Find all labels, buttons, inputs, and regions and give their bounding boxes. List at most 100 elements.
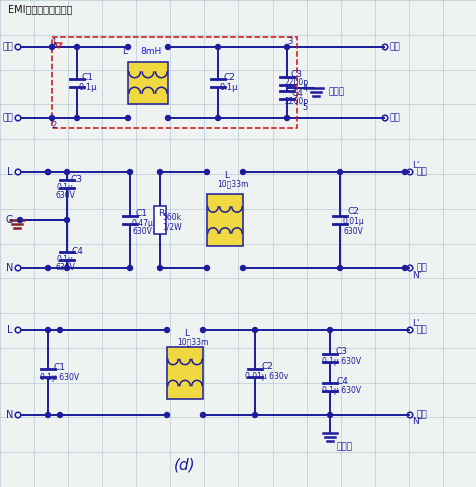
Circle shape xyxy=(200,412,205,417)
Text: C2: C2 xyxy=(260,362,272,371)
Text: 0.1μ 630V: 0.1μ 630V xyxy=(322,356,361,366)
Circle shape xyxy=(337,265,342,270)
Bar xyxy=(52,37,297,128)
Text: 0.01μ: 0.01μ xyxy=(341,218,363,226)
Text: N': N' xyxy=(411,417,420,427)
Text: 4: 4 xyxy=(302,84,307,93)
Text: 0.1μ: 0.1μ xyxy=(219,83,238,92)
Circle shape xyxy=(45,412,50,417)
Text: 630V: 630V xyxy=(55,263,75,273)
Circle shape xyxy=(240,265,245,270)
Circle shape xyxy=(58,327,62,333)
Text: C2: C2 xyxy=(347,207,358,217)
Text: C1: C1 xyxy=(136,209,148,219)
Text: 输入: 输入 xyxy=(2,113,13,123)
Circle shape xyxy=(284,44,289,50)
Text: 5: 5 xyxy=(302,103,307,112)
Circle shape xyxy=(402,169,407,174)
Circle shape xyxy=(50,44,54,50)
Text: 输出: 输出 xyxy=(416,411,427,419)
Text: G: G xyxy=(6,215,13,225)
Text: 输出: 输出 xyxy=(389,113,400,123)
Text: 接大地: 接大地 xyxy=(336,443,352,451)
Text: 接大地: 接大地 xyxy=(328,87,344,96)
Circle shape xyxy=(125,115,130,120)
Text: C1: C1 xyxy=(82,73,94,82)
Bar xyxy=(167,346,203,398)
Text: 8mH: 8mH xyxy=(140,46,161,56)
Text: 0.1μ: 0.1μ xyxy=(57,184,73,192)
Text: 0.47μ: 0.47μ xyxy=(131,219,153,227)
Text: 10～33m: 10～33m xyxy=(217,180,248,188)
Text: 0.01μ 630v: 0.01μ 630v xyxy=(245,372,288,381)
Text: L: L xyxy=(122,46,127,56)
Text: C3: C3 xyxy=(290,70,302,79)
Text: 630V: 630V xyxy=(55,191,75,201)
Text: C2: C2 xyxy=(223,73,235,82)
Text: N': N' xyxy=(411,270,420,280)
Text: N: N xyxy=(6,410,13,420)
Circle shape xyxy=(215,44,220,50)
Circle shape xyxy=(45,169,50,174)
Circle shape xyxy=(127,265,132,270)
Text: 0.1μ: 0.1μ xyxy=(79,83,97,92)
Circle shape xyxy=(204,265,209,270)
Circle shape xyxy=(127,169,132,174)
Text: L': L' xyxy=(411,161,418,169)
Circle shape xyxy=(74,44,79,50)
Text: 输出: 输出 xyxy=(416,263,427,273)
Circle shape xyxy=(164,412,169,417)
Text: 560k: 560k xyxy=(162,212,181,222)
Circle shape xyxy=(64,169,69,174)
Text: 630V: 630V xyxy=(132,227,152,237)
Text: L: L xyxy=(8,167,13,177)
Circle shape xyxy=(74,115,79,120)
Text: C4: C4 xyxy=(336,377,347,387)
Text: L': L' xyxy=(411,318,418,327)
Text: 输出: 输出 xyxy=(416,168,427,176)
Text: 3: 3 xyxy=(287,37,292,45)
Circle shape xyxy=(50,115,54,120)
Text: N: N xyxy=(6,263,13,273)
Circle shape xyxy=(164,327,169,333)
Circle shape xyxy=(204,169,209,174)
Text: 0.1μ 630V: 0.1μ 630V xyxy=(40,373,79,382)
Circle shape xyxy=(165,115,170,120)
Text: 输出: 输出 xyxy=(416,325,427,335)
Text: L: L xyxy=(8,325,13,335)
Circle shape xyxy=(58,412,62,417)
Circle shape xyxy=(45,327,50,333)
Text: R: R xyxy=(158,208,164,218)
Text: C4: C4 xyxy=(71,247,83,257)
Bar xyxy=(128,61,168,104)
Circle shape xyxy=(215,115,220,120)
Text: C3: C3 xyxy=(71,175,83,185)
Text: 2200p: 2200p xyxy=(284,97,308,106)
Text: C3: C3 xyxy=(335,348,347,356)
Circle shape xyxy=(252,412,257,417)
Circle shape xyxy=(327,412,332,417)
Circle shape xyxy=(327,327,332,333)
Circle shape xyxy=(284,115,289,120)
Circle shape xyxy=(157,169,162,174)
Circle shape xyxy=(240,169,245,174)
Circle shape xyxy=(157,265,162,270)
Text: 1: 1 xyxy=(51,37,57,46)
Circle shape xyxy=(252,327,257,333)
Bar xyxy=(154,206,166,234)
Text: 输出: 输出 xyxy=(389,42,400,52)
Circle shape xyxy=(402,265,407,270)
Circle shape xyxy=(200,327,205,333)
Text: 2200p: 2200p xyxy=(284,78,308,87)
Text: 2: 2 xyxy=(51,120,57,130)
Text: EMI滤波器基本电路：: EMI滤波器基本电路： xyxy=(8,4,72,14)
Circle shape xyxy=(45,169,50,174)
Text: 0.1μ: 0.1μ xyxy=(57,256,73,264)
Text: C1: C1 xyxy=(54,363,66,372)
Text: (d): (d) xyxy=(174,457,196,472)
Text: C4: C4 xyxy=(290,89,302,98)
Text: 630V: 630V xyxy=(342,226,362,236)
Bar xyxy=(207,194,242,246)
Text: L: L xyxy=(224,170,229,180)
Text: L: L xyxy=(184,329,189,337)
